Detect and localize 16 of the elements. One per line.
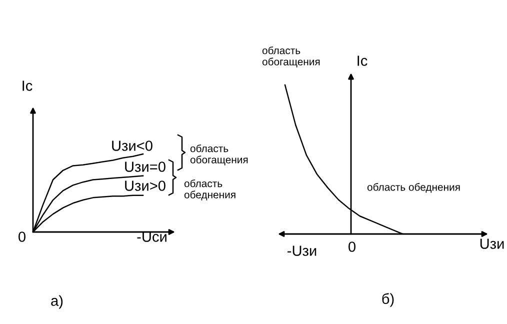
annotation: область обеднения <box>367 183 460 193</box>
text: область обогащения <box>262 46 320 68</box>
series-label: Uзи=0 <box>125 162 166 172</box>
y-axis-title: Ic <box>358 56 368 66</box>
x-axis-title: Uзи <box>480 238 504 249</box>
legend-label: Uзи<0 <box>112 140 152 151</box>
x-axis-title: -Uси <box>137 232 166 242</box>
text: а) <box>51 295 63 309</box>
text: область обеднения <box>184 179 236 200</box>
text: 0 <box>348 242 356 252</box>
legend-label: Uзи>0 <box>125 180 166 191</box>
y-axis-title: Ic <box>22 80 32 91</box>
text: 0 <box>18 232 26 242</box>
text: б) <box>382 293 394 307</box>
text: область обогащения <box>190 144 248 166</box>
text: -Uзи <box>288 246 316 256</box>
